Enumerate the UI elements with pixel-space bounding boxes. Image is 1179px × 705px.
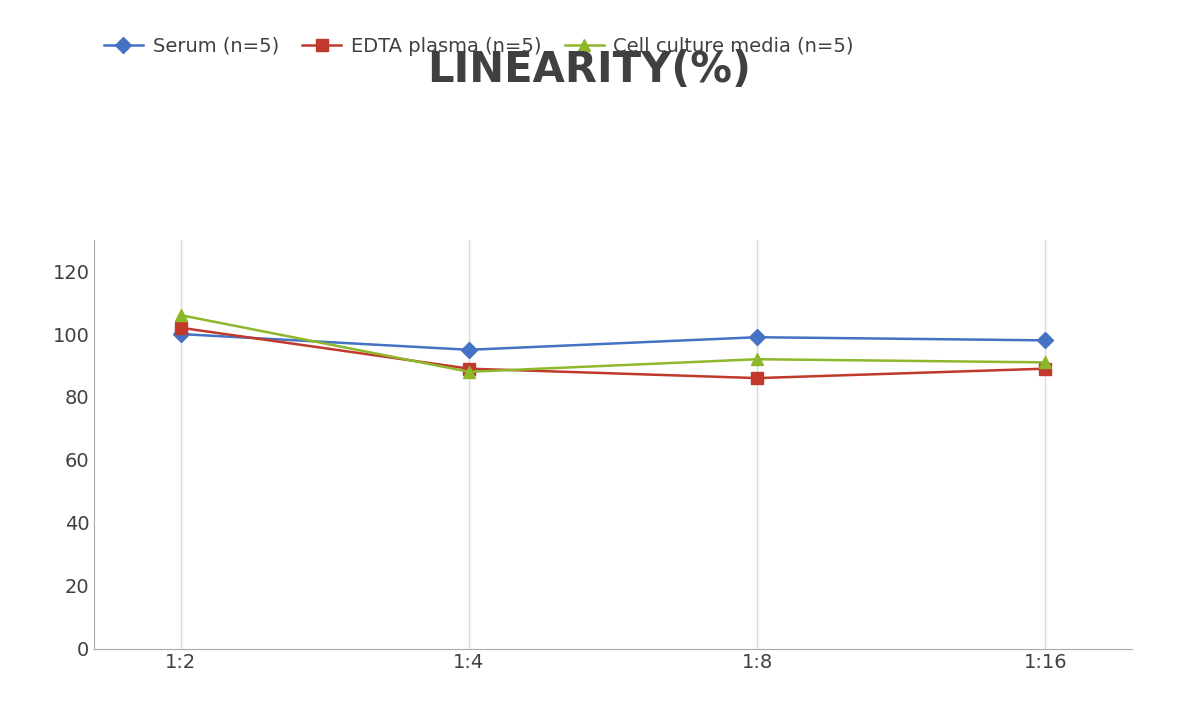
Line: Cell culture media (n=5): Cell culture media (n=5) xyxy=(176,309,1050,377)
Legend: Serum (n=5), EDTA plasma (n=5), Cell culture media (n=5): Serum (n=5), EDTA plasma (n=5), Cell cul… xyxy=(104,37,854,56)
Line: EDTA plasma (n=5): EDTA plasma (n=5) xyxy=(176,322,1050,384)
Serum (n=5) xyxy=(750,333,764,341)
Cell culture media (n=5) xyxy=(173,311,187,319)
Line: Serum (n=5): Serum (n=5) xyxy=(176,329,1050,355)
EDTA plasma (n=5) xyxy=(750,374,764,382)
EDTA plasma (n=5) xyxy=(173,324,187,332)
EDTA plasma (n=5) xyxy=(462,364,476,373)
Text: LINEARITY(%): LINEARITY(%) xyxy=(428,49,751,92)
Cell culture media (n=5) xyxy=(462,367,476,376)
Serum (n=5) xyxy=(1039,336,1053,345)
Cell culture media (n=5) xyxy=(750,355,764,364)
Cell culture media (n=5) xyxy=(1039,358,1053,367)
Serum (n=5) xyxy=(462,345,476,354)
Serum (n=5) xyxy=(173,330,187,338)
EDTA plasma (n=5) xyxy=(1039,364,1053,373)
